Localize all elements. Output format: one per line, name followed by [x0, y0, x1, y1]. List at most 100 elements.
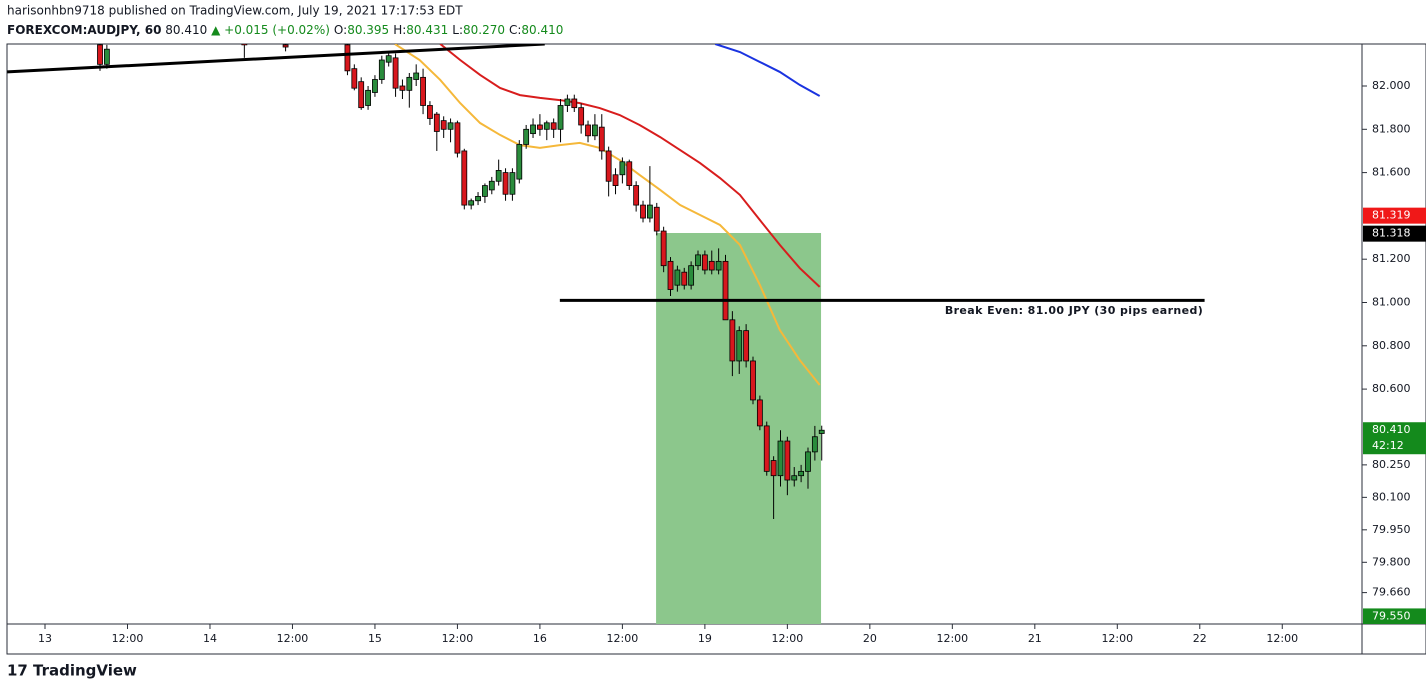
candle-body — [523, 128, 530, 145]
x-tick-label: 12:00 — [1266, 632, 1298, 645]
candle-body — [488, 180, 495, 191]
candle-body — [660, 230, 667, 267]
price-label-text: 79.550 — [1372, 609, 1411, 622]
ohlc-value: 80.395 — [347, 23, 389, 37]
y-tick-label: 80.600 — [1372, 382, 1411, 395]
x-tick-label: 20 — [863, 632, 877, 645]
price-label — [1363, 608, 1426, 624]
candle-body — [701, 254, 708, 271]
x-tick-label: 12:00 — [1101, 632, 1133, 645]
candle-body — [736, 330, 743, 362]
price-label-text: 81.318 — [1372, 227, 1411, 240]
candle-body — [695, 254, 701, 267]
candle-body — [358, 81, 365, 109]
candle-body — [564, 98, 571, 106]
annotation: Break Even: 81.00 JPY (30 pips earned) — [945, 304, 1203, 317]
candle-body — [598, 126, 605, 152]
candle-body — [770, 460, 777, 477]
candle-body — [344, 44, 351, 72]
candle-body — [571, 98, 578, 109]
candle-body — [413, 72, 420, 80]
candle-body — [516, 144, 523, 180]
x-tick-label: 12:00 — [277, 632, 309, 645]
candle-body — [433, 113, 440, 132]
x-tick-label: 12:00 — [936, 632, 968, 645]
candle-body — [619, 161, 626, 176]
x-tick-label: 19 — [698, 632, 712, 645]
candle-body — [578, 107, 585, 126]
candle-body — [475, 196, 481, 202]
x-tick-label: 12:00 — [607, 632, 639, 645]
y-tick-label: 79.950 — [1372, 523, 1411, 536]
ohlc-key: H: — [393, 23, 406, 37]
candle-body — [420, 76, 426, 106]
candle-body — [378, 59, 385, 80]
candle-body — [784, 440, 791, 481]
candle-body — [461, 150, 468, 206]
logo: TradingView — [33, 662, 137, 680]
candle-body — [715, 260, 722, 271]
candle-body — [537, 124, 543, 130]
x-tick-label: 16 — [533, 632, 547, 645]
x-tick-label: 12:00 — [442, 632, 474, 645]
y-tick-label: 79.800 — [1372, 555, 1411, 568]
candle-body — [550, 122, 557, 130]
candle-body — [427, 105, 433, 119]
price-label — [1363, 422, 1426, 455]
candle-body — [509, 172, 516, 195]
candle-body — [763, 425, 770, 472]
y-tick-label: 81.600 — [1372, 166, 1411, 179]
y-tick-label: 79.660 — [1372, 586, 1411, 599]
candle-body — [777, 440, 784, 477]
candle-body — [468, 200, 475, 206]
x-tick-label: 13 — [38, 632, 52, 645]
y-tick-label: 81.000 — [1372, 295, 1411, 308]
candle-body — [681, 271, 688, 286]
candle-body — [392, 57, 399, 89]
price-label-text: 81.319 — [1372, 209, 1411, 222]
candle-body — [365, 89, 371, 106]
candle-body — [103, 48, 110, 65]
candle-body — [97, 44, 103, 65]
candle-body — [708, 260, 715, 271]
candle-body — [585, 124, 591, 137]
trend-line — [7, 44, 545, 74]
ohlc-key: L: — [452, 23, 463, 37]
price-label — [1363, 207, 1426, 224]
candle-body — [674, 269, 681, 286]
ohlc-key: C: — [509, 23, 521, 37]
candle-body — [543, 122, 550, 130]
candle-body — [653, 206, 660, 232]
ohlc-value: 80.431 — [406, 23, 448, 37]
price: 80.410 — [165, 23, 207, 37]
candle-body — [688, 265, 695, 286]
candle-body — [667, 260, 674, 290]
ohlc-value: 80.410 — [521, 23, 563, 37]
x-tick-label: 14 — [203, 632, 217, 645]
candle-body — [605, 150, 612, 182]
candle-body — [626, 161, 633, 186]
candle-body — [282, 44, 289, 48]
candle-body — [743, 330, 750, 362]
price-label — [1363, 225, 1426, 242]
candle-body — [406, 76, 413, 91]
candle-body — [454, 122, 461, 154]
candle-body — [447, 122, 454, 130]
x-tick-label: 22 — [1193, 632, 1207, 645]
plot-layer: Break Even: 81.00 JPY (30 pips earned) — [7, 44, 1205, 519]
symbol-line: FOREXCOM:AUDJPY, 60 80.410 ▲ +0.015 (+0.… — [7, 23, 563, 37]
candle-body — [633, 185, 640, 206]
y-tick-label: 80.800 — [1372, 339, 1411, 352]
candle-body — [750, 360, 756, 401]
moving-average — [439, 44, 821, 288]
zone-layer — [656, 233, 822, 624]
candle-body — [502, 172, 509, 195]
candle-body — [729, 319, 736, 362]
candle-body — [805, 451, 811, 472]
candle-body — [351, 68, 358, 89]
profit-zone — [656, 233, 822, 624]
ohlc-key: O: — [334, 23, 347, 37]
price-label-text: 80.410 — [1372, 423, 1411, 436]
